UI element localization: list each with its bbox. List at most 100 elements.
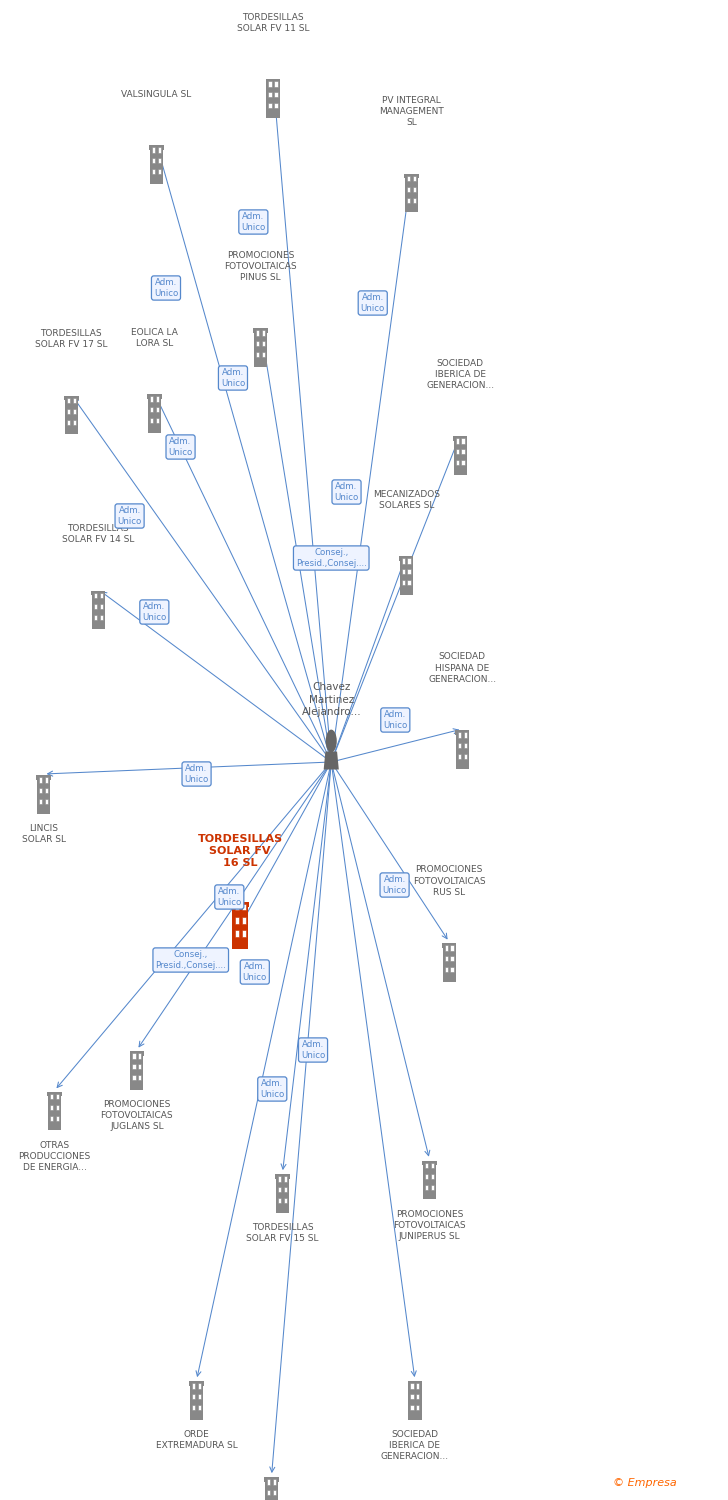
Bar — [442, 944, 456, 948]
Bar — [274, 104, 277, 108]
Text: TORDESILLAS
SOLAR FV 17 SL: TORDESILLAS SOLAR FV 17 SL — [35, 328, 108, 350]
Text: LINCIS
SOLAR SL: LINCIS SOLAR SL — [22, 824, 66, 844]
Bar — [458, 754, 461, 759]
Bar — [232, 903, 249, 908]
Bar — [276, 1179, 289, 1214]
Bar — [267, 1479, 270, 1485]
Bar — [416, 1383, 419, 1389]
Bar — [190, 1386, 203, 1420]
Bar — [455, 730, 470, 735]
Bar — [451, 956, 454, 962]
Bar — [242, 930, 246, 938]
Bar — [39, 800, 42, 804]
Bar — [408, 558, 411, 564]
Bar — [408, 1386, 422, 1420]
Bar — [262, 340, 265, 346]
Bar — [422, 1161, 437, 1166]
Text: Adm.
Unico: Adm. Unico — [383, 711, 408, 729]
Bar — [464, 754, 467, 759]
Bar — [100, 592, 103, 598]
Bar — [150, 396, 153, 402]
Text: Adm.
Unico: Adm. Unico — [382, 876, 407, 894]
Text: Adm.
Unico: Adm. Unico — [334, 483, 359, 501]
Bar — [45, 777, 48, 783]
Bar — [273, 1490, 276, 1496]
Bar — [256, 352, 259, 357]
Text: Adm.
Unico: Adm. Unico — [221, 369, 245, 387]
Bar — [431, 1162, 434, 1168]
Bar — [198, 1394, 201, 1400]
Polygon shape — [324, 752, 339, 770]
Bar — [156, 396, 159, 402]
Bar — [152, 158, 155, 164]
Bar — [269, 81, 272, 87]
Text: Adm.
Unico: Adm. Unico — [260, 1080, 285, 1098]
Bar — [156, 406, 159, 412]
Bar — [413, 176, 416, 181]
Bar — [234, 904, 239, 910]
Bar — [456, 735, 469, 770]
Text: Chavez
Martinez
Alejandro...: Chavez Martinez Alejandro... — [301, 682, 361, 717]
Bar — [150, 419, 153, 423]
Bar — [445, 945, 448, 951]
Bar — [400, 561, 413, 596]
Bar — [152, 170, 155, 174]
Bar — [56, 1116, 59, 1120]
Bar — [256, 340, 259, 346]
Text: TORDESILLAS
SOLAR FV
16 SL: TORDESILLAS SOLAR FV 16 SL — [198, 834, 282, 868]
Text: EOLICA LA
LORA SL: EOLICA LA LORA SL — [131, 327, 178, 348]
Bar — [266, 80, 280, 84]
Bar — [132, 1053, 135, 1059]
Bar — [445, 968, 448, 972]
Bar — [456, 448, 459, 454]
Bar — [192, 1383, 195, 1389]
Bar — [67, 408, 70, 414]
Bar — [404, 174, 419, 178]
Bar — [275, 1174, 290, 1179]
Text: TORDESILLAS
SOLAR FV 14 SL: TORDESILLAS SOLAR FV 14 SL — [62, 524, 135, 544]
Bar — [402, 568, 405, 574]
Bar — [411, 1406, 414, 1410]
Bar — [100, 603, 103, 609]
Bar — [39, 788, 42, 794]
Bar — [152, 147, 155, 153]
Bar — [91, 591, 106, 596]
Bar — [45, 800, 48, 804]
Bar — [464, 742, 467, 748]
Bar — [100, 615, 103, 620]
Bar — [413, 198, 416, 202]
Bar — [253, 328, 268, 333]
Bar — [273, 1479, 276, 1485]
Bar — [269, 92, 272, 98]
Bar — [402, 580, 405, 585]
Text: © Empresa: © Empresa — [613, 1478, 677, 1488]
Text: Adm.
Unico: Adm. Unico — [184, 765, 209, 783]
Bar — [234, 930, 239, 938]
Bar — [451, 968, 454, 972]
Bar — [274, 92, 277, 98]
Bar — [407, 198, 410, 202]
Bar — [37, 780, 50, 814]
Bar — [262, 330, 265, 336]
Bar — [73, 420, 76, 424]
Bar — [451, 945, 454, 951]
Bar — [425, 1162, 428, 1168]
Text: Adm.
Unico: Adm. Unico — [117, 507, 142, 525]
Text: VALSINGULA SL: VALSINGULA SL — [122, 90, 191, 99]
Bar — [50, 1104, 53, 1110]
Bar — [130, 1052, 144, 1056]
Bar — [453, 436, 467, 441]
Text: PROMOCIONES
FOTOVOLTAICAS
PINUS SL: PROMOCIONES FOTOVOLTAICAS PINUS SL — [224, 251, 297, 282]
Text: Adm.
Unico: Adm. Unico — [168, 438, 193, 456]
Bar — [158, 158, 161, 164]
Bar — [138, 1053, 141, 1059]
Bar — [266, 84, 280, 118]
Bar — [189, 1382, 204, 1386]
Bar — [158, 147, 161, 153]
Bar — [132, 1064, 135, 1070]
Bar — [408, 568, 411, 574]
Bar — [232, 908, 248, 948]
Bar — [278, 1186, 281, 1192]
Bar — [50, 1094, 53, 1100]
Bar — [458, 732, 461, 738]
